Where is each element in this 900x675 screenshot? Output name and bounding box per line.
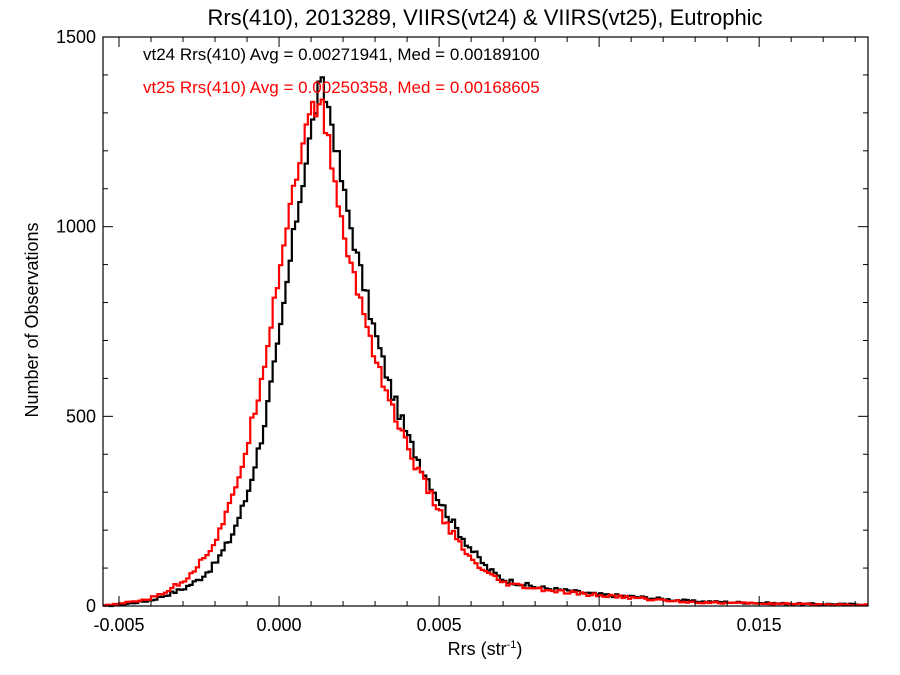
y-tick-label: 500 (66, 406, 96, 426)
histogram-series-line (103, 98, 868, 607)
y-tick-label: 1500 (56, 27, 96, 47)
plot-frame (102, 36, 869, 607)
series-layer (103, 76, 868, 608)
y-axis-label: Number of Observations (22, 222, 42, 417)
x-tick-label: 0.010 (577, 615, 622, 635)
histogram-series-line (103, 76, 868, 608)
x-axis-label-close: ) (516, 639, 522, 659)
legend: vt24 Rrs(410) Avg = 0.00271941, Med = 0.… (143, 45, 540, 97)
chart-title: Rrs(410), 2013289, VIIRS(vt24) & VIIRS(v… (207, 5, 762, 30)
y-tick-label: 0 (86, 596, 96, 616)
x-axis-label-main: Rrs (str (448, 639, 507, 659)
legend-annotation: vt25 Rrs(410) Avg = 0.00250358, Med = 0.… (143, 78, 540, 97)
x-tick-label: 0.015 (737, 615, 782, 635)
legend-annotation: vt24 Rrs(410) Avg = 0.00271941, Med = 0.… (143, 45, 540, 64)
x-tick-label: 0.005 (417, 615, 462, 635)
x-axis-label: Rrs (str-1) (448, 639, 523, 659)
axes-layer: -0.005 0.000 0.005 0.010 0.015 0 500 1000 1500 (56, 27, 868, 635)
x-tick-label: -0.005 (93, 615, 144, 635)
y-tick-label: 1000 (56, 217, 96, 237)
x-tick-label: 0.000 (257, 615, 302, 635)
x-axis-label-superscript: -1 (507, 639, 517, 651)
